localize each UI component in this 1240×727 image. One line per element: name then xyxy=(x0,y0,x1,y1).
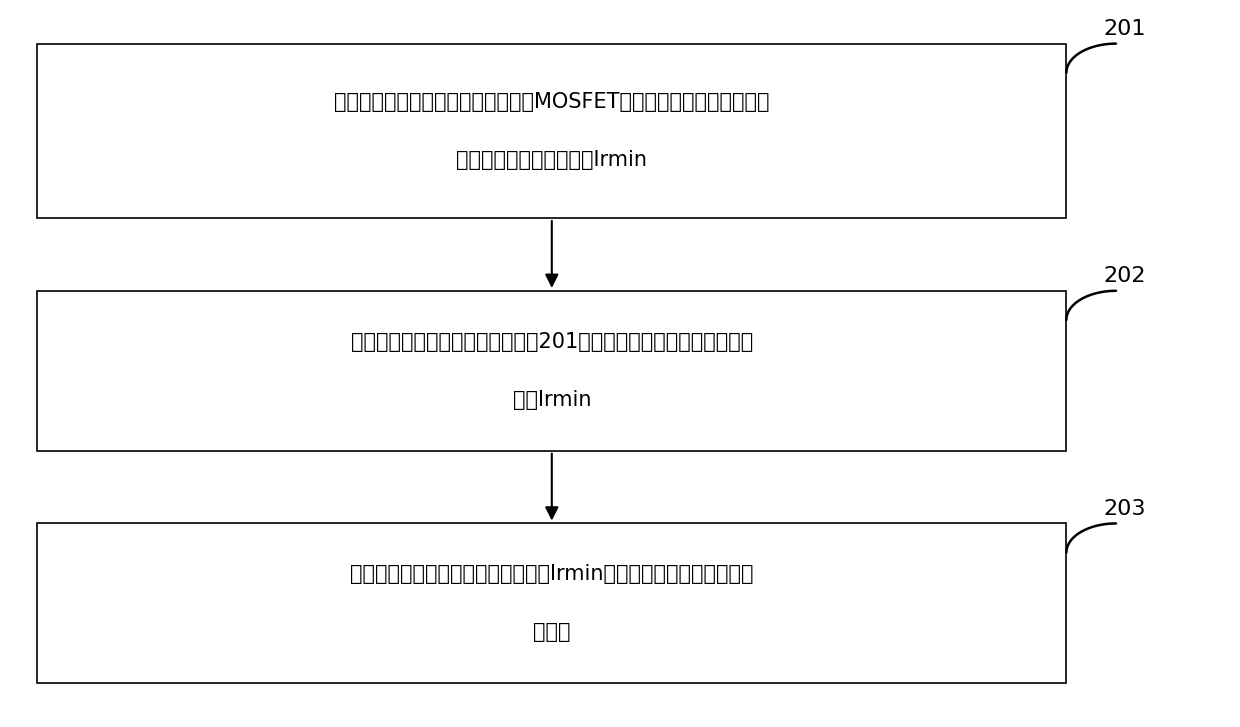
Bar xyxy=(37,523,1066,683)
Text: 电流Irmin: 电流Irmin xyxy=(512,390,591,410)
Text: 记录当前环境温度，测试当前环境下MOSFET界面陷阱充当产生中心时在: 记录当前环境温度，测试当前环境下MOSFET界面陷阱充当产生中心时在 xyxy=(334,92,770,112)
Text: 202: 202 xyxy=(1104,266,1146,286)
Bar xyxy=(37,44,1066,218)
Text: 漏极产生的最小复合电流Irmin: 漏极产生的最小复合电流Irmin xyxy=(456,150,647,170)
Text: 对照表: 对照表 xyxy=(533,622,570,643)
Text: 根据环境温度与得到的最小复合电流Irmin的对应关系，得到电流温度: 根据环境温度与得到的最小复合电流Irmin的对应关系，得到电流温度 xyxy=(350,564,754,585)
Text: 改变当前环境温度，重复上述步骤201得到不同环境下对应的最小复合: 改变当前环境温度，重复上述步骤201得到不同环境下对应的最小复合 xyxy=(351,332,753,352)
Bar xyxy=(37,291,1066,451)
Text: 203: 203 xyxy=(1104,499,1146,519)
Text: 201: 201 xyxy=(1104,19,1146,39)
